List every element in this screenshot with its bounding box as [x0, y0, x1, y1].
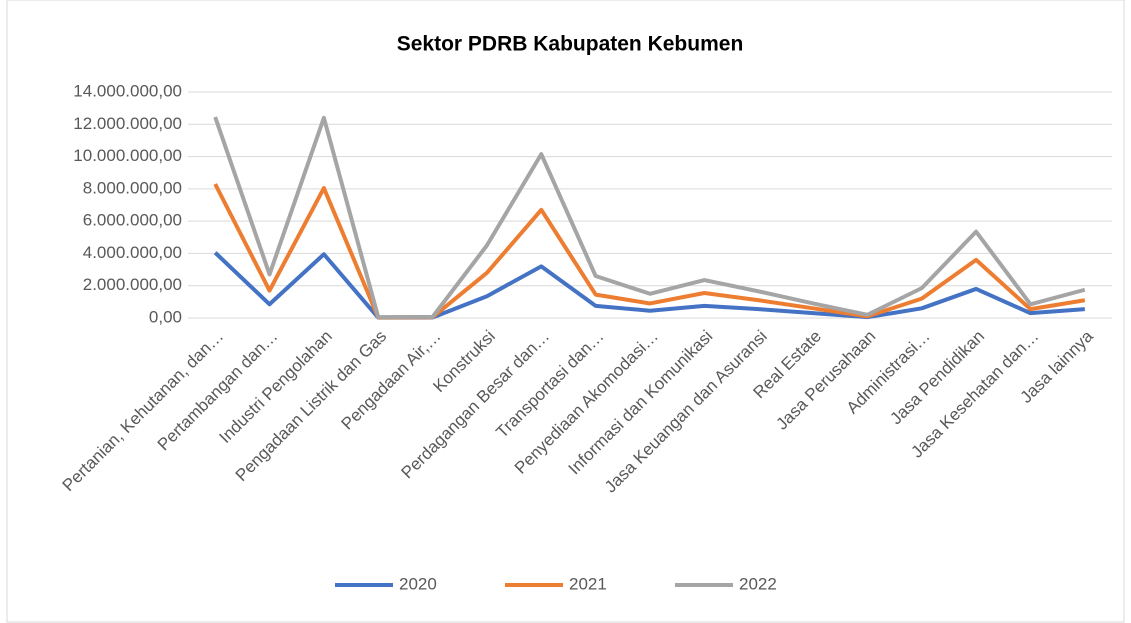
legend-label: 2022 — [739, 574, 777, 593]
series-line — [213, 183, 1086, 320]
y-tick-label: 0,00 — [149, 307, 182, 326]
y-tick-label: 2.000.000,00 — [83, 275, 182, 294]
series-line — [213, 251, 1085, 320]
y-tick-label: 6.000.000,00 — [83, 211, 182, 230]
legend-label: 2021 — [569, 574, 607, 593]
legend-label: 2020 — [399, 574, 437, 593]
y-tick-label: 8.000.000,00 — [83, 178, 182, 197]
y-tick-label: 14.000.000,00 — [73, 81, 182, 100]
chart-title: Sektor PDRB Kabupaten Kebumen — [397, 33, 744, 56]
y-tick-label: 10.000.000,00 — [73, 146, 182, 165]
chart-border — [6, 0, 1125, 623]
y-tick-label: 4.000.000,00 — [83, 243, 182, 262]
series-line — [213, 115, 1086, 320]
y-tick-label: 12.000.000,00 — [73, 114, 182, 133]
